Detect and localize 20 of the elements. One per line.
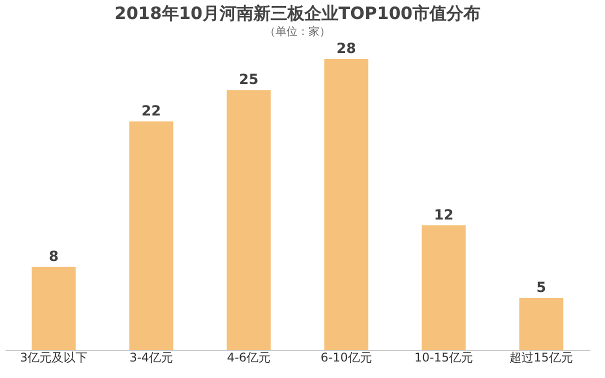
data-label: 8 xyxy=(48,248,59,265)
bar xyxy=(129,121,174,350)
chart-title: 2018年10月河南新三板企业TOP100市值分布 xyxy=(114,4,480,24)
chart-subtitle: （单位：家） xyxy=(264,25,330,38)
bar xyxy=(519,298,564,350)
data-label: 5 xyxy=(536,280,546,296)
bar xyxy=(32,266,76,350)
bar xyxy=(324,59,368,350)
data-label: 12 xyxy=(434,207,454,224)
x-tick-label: 3-4亿元 xyxy=(129,350,174,364)
x-tick-label: 10-15亿元 xyxy=(414,350,474,364)
data-label: 25 xyxy=(239,72,258,88)
x-tick-label: 6-10亿元 xyxy=(320,350,372,364)
x-tick-label: 超过15亿元 xyxy=(510,350,573,364)
data-label: 22 xyxy=(142,103,161,120)
bar xyxy=(422,225,466,350)
x-tick-label: 4-6亿元 xyxy=(226,350,271,364)
bar xyxy=(226,90,271,350)
x-tick-label: 3亿元及以下 xyxy=(20,350,88,364)
data-label: 28 xyxy=(336,41,356,57)
